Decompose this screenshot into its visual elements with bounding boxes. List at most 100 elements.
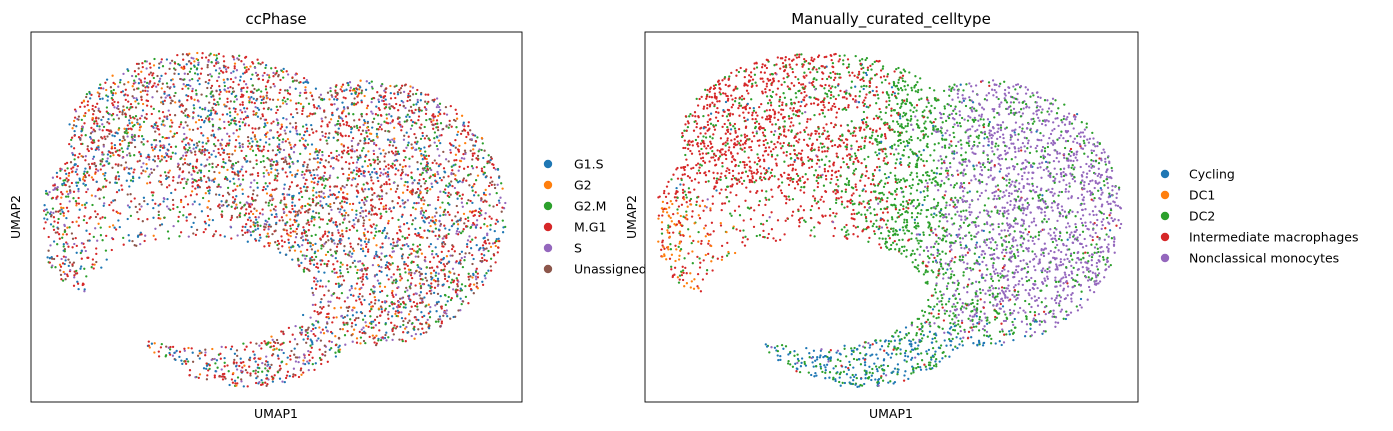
scatter-point xyxy=(152,206,155,210)
scatter-point xyxy=(215,359,219,362)
scatter-point xyxy=(296,133,299,136)
scatter-point xyxy=(242,63,246,66)
scatter-point xyxy=(222,166,225,169)
scatter-point xyxy=(444,213,447,216)
scatter-point xyxy=(299,80,302,84)
scatter-point xyxy=(384,307,387,310)
scatter-point xyxy=(241,95,244,98)
scatter-point xyxy=(313,368,316,372)
scatter-point xyxy=(122,135,125,138)
scatter-point xyxy=(424,209,428,213)
scatter-point xyxy=(462,179,465,182)
scatter-point xyxy=(319,279,322,282)
scatter-point xyxy=(223,103,226,106)
scatter-point xyxy=(366,104,369,107)
scatter-point xyxy=(219,185,222,189)
scatter-point xyxy=(165,345,168,348)
scatter-point xyxy=(327,195,330,198)
scatter-point xyxy=(100,266,103,269)
scatter-point xyxy=(232,80,235,84)
scatter-point xyxy=(145,163,148,166)
scatter-point xyxy=(367,212,371,215)
scatter-point xyxy=(122,108,126,112)
scatter-point xyxy=(111,98,114,101)
scatter-point xyxy=(315,107,319,110)
scatter-point xyxy=(193,178,196,182)
scatter-point xyxy=(239,75,242,78)
scatter-point xyxy=(261,78,265,82)
scatter-point xyxy=(161,120,164,123)
scatter-point xyxy=(300,195,304,199)
scatter-point xyxy=(345,229,348,233)
scatter-point xyxy=(402,300,405,304)
scatter-point xyxy=(414,207,417,211)
scatter-point xyxy=(436,255,440,258)
scatter-point xyxy=(326,235,329,238)
scatter-point xyxy=(105,258,108,261)
scatter-point xyxy=(285,118,288,121)
scatter-point xyxy=(365,199,368,203)
scatter-point xyxy=(444,158,448,161)
scatter-point xyxy=(123,138,126,142)
scatter-point xyxy=(411,219,415,222)
scatter-point xyxy=(391,216,394,220)
scatter-point xyxy=(370,305,373,308)
scatter-point xyxy=(265,235,268,238)
scatter-point xyxy=(336,275,340,279)
scatter-point xyxy=(183,161,187,165)
scatter-point xyxy=(191,128,195,132)
scatter-point xyxy=(306,360,309,363)
scatter-point xyxy=(220,375,224,378)
scatter-point xyxy=(298,94,302,97)
scatter-point xyxy=(354,103,358,106)
scatter-point xyxy=(340,167,344,170)
scatter-point xyxy=(152,216,155,219)
scatter-point xyxy=(112,209,115,212)
scatter-point xyxy=(388,182,391,186)
scatter-point xyxy=(295,108,298,111)
scatter-point xyxy=(454,163,457,166)
scatter-point xyxy=(408,271,411,274)
scatter-point xyxy=(95,120,98,123)
scatter-point xyxy=(461,124,465,127)
scatter-point xyxy=(70,138,73,142)
scatter-point xyxy=(416,245,419,248)
scatter-point xyxy=(355,317,358,320)
scatter-point xyxy=(118,110,121,113)
scatter-point xyxy=(182,126,185,129)
scatter-point xyxy=(429,188,432,191)
scatter-point xyxy=(356,268,359,272)
scatter-point xyxy=(72,166,75,169)
scatter-point xyxy=(296,214,299,217)
scatter-point xyxy=(312,263,316,266)
scatter-point xyxy=(300,190,303,193)
scatter-point xyxy=(319,259,322,262)
scatter-point xyxy=(179,77,182,81)
scatter-point xyxy=(125,179,128,182)
scatter-point xyxy=(212,95,215,98)
scatter-point xyxy=(421,171,424,175)
scatter-point xyxy=(174,145,178,148)
scatter-point xyxy=(410,334,413,338)
scatter-point xyxy=(261,74,265,77)
scatter-point xyxy=(267,173,271,176)
scatter-point xyxy=(253,87,256,91)
scatter-point xyxy=(461,193,464,196)
scatter-point xyxy=(485,247,488,250)
scatter-point xyxy=(408,115,411,119)
scatter-point xyxy=(130,200,133,203)
scatter-point xyxy=(362,123,365,127)
scatter-point xyxy=(160,342,163,346)
scatter-point xyxy=(346,179,349,182)
scatter-point xyxy=(213,64,216,68)
scatter-point xyxy=(304,139,307,142)
scatter-point xyxy=(158,149,162,152)
scatter-point xyxy=(294,230,297,233)
scatter-point xyxy=(315,265,318,269)
scatter-point xyxy=(99,226,102,229)
scatter-point xyxy=(121,150,125,153)
scatter-point xyxy=(197,63,200,66)
scatter-point xyxy=(301,112,304,116)
scatter-point xyxy=(285,102,288,106)
scatter-point xyxy=(159,174,162,177)
